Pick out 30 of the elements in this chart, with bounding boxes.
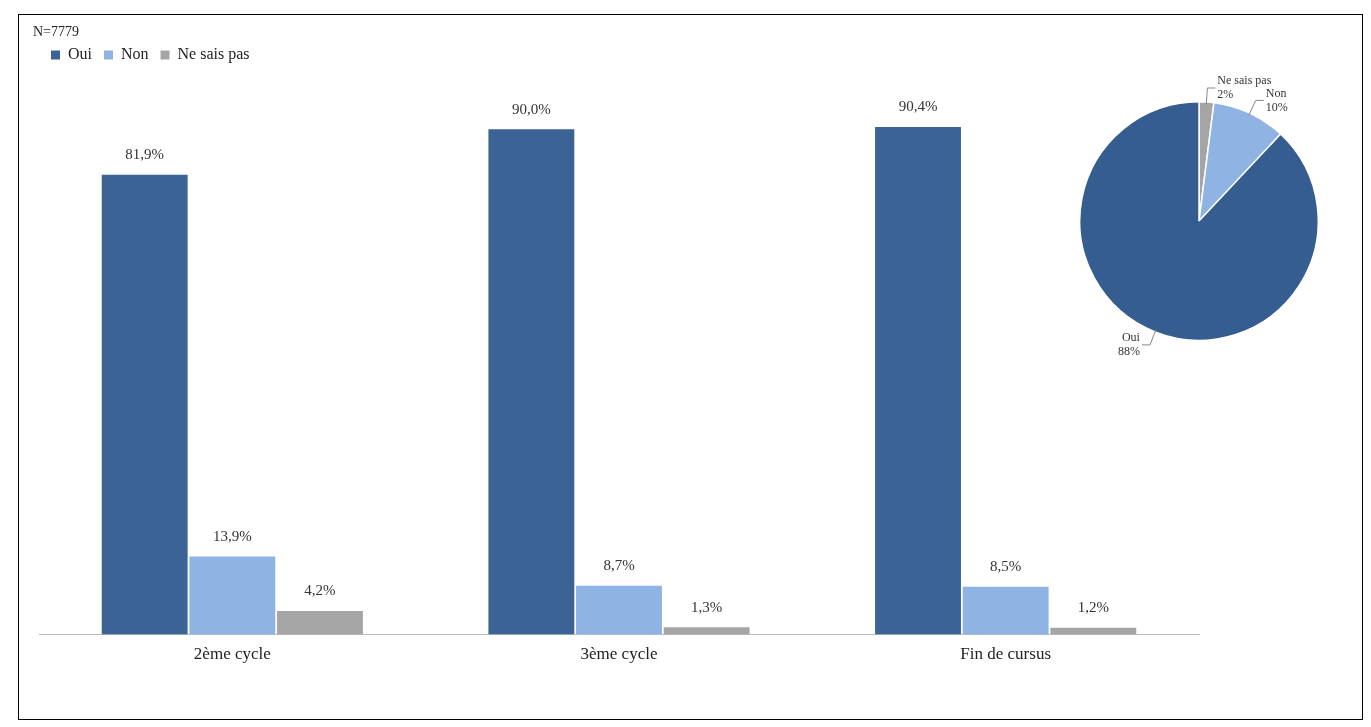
bar [962, 586, 1049, 635]
bar [488, 129, 575, 635]
legend-label: Ne sais pas [177, 45, 250, 64]
bar [101, 174, 188, 635]
data-label: 8,7% [603, 557, 635, 574]
slice-label: Oui [1121, 330, 1141, 345]
data-label: 90,4% [898, 98, 938, 115]
x-tick-label: 2ème cycle [193, 644, 271, 664]
data-label: 10% [1265, 99, 1288, 114]
data-label: 8,5% [990, 558, 1022, 575]
data-label: 2% [1217, 87, 1234, 102]
data-label: 1,3% [691, 598, 723, 615]
x-tick-label: Fin de cursus [960, 644, 1051, 664]
data-label: 81,9% [125, 146, 165, 163]
text: N=7779 [33, 23, 80, 39]
data-label: 1,2% [1077, 599, 1109, 616]
legend-label: Non [121, 45, 149, 63]
x-tick-label: 3ème cycle [580, 644, 658, 664]
legend-label: Oui [68, 45, 93, 63]
bar [189, 556, 276, 635]
data-label: 4,2% [304, 582, 336, 599]
data-label: 90,0% [511, 100, 551, 117]
data-label: 13,9% [212, 527, 252, 544]
bar [663, 627, 750, 635]
slice-label: Ne sais pas [1217, 73, 1272, 88]
data-label: 88% [1117, 344, 1140, 359]
bar [277, 611, 363, 635]
slice-label: Non [1265, 85, 1287, 100]
bar [576, 585, 662, 635]
bar [875, 126, 961, 635]
